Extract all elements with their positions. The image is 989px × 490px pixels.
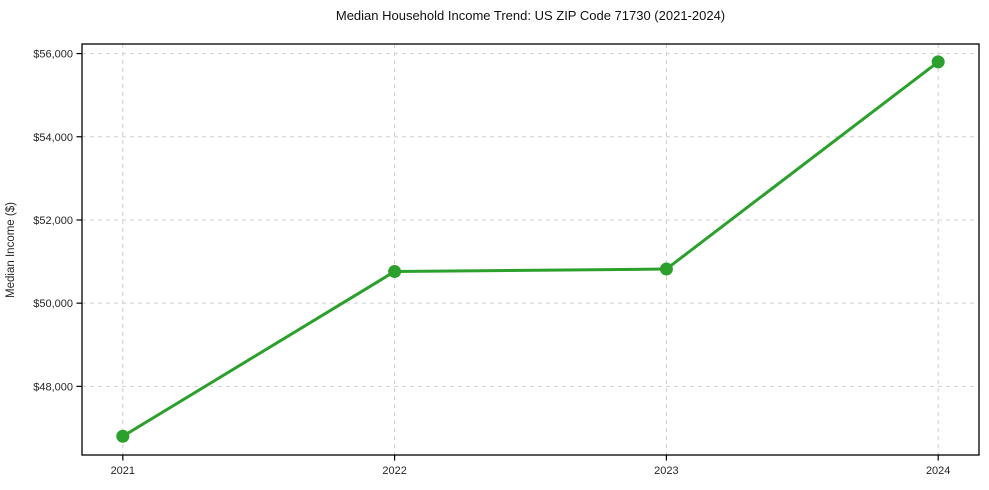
- trend-line: [121, 60, 940, 438]
- axis-ticks: [76, 52, 939, 461]
- data-point-2021: [116, 429, 130, 443]
- chart-title: Median Household Income Trend: US ZIP Co…: [335, 8, 726, 23]
- plot-border: [81, 43, 980, 456]
- y-tick-label: $56,000: [33, 49, 73, 61]
- data-point-2023: [659, 262, 673, 276]
- gridlines: [82, 44, 979, 455]
- x-tick-label: 2024: [926, 465, 950, 477]
- y-tick-label: $48,000: [33, 381, 73, 393]
- data-point-2022: [388, 265, 402, 279]
- y-tick-label: $54,000: [33, 132, 73, 144]
- x-tick-label: 2021: [111, 465, 135, 477]
- y-axis-label: Median Income ($): [5, 202, 17, 298]
- y-tick-label: $50,000: [33, 298, 73, 310]
- x-tick-label: 2022: [382, 465, 406, 477]
- data-series: [116, 55, 945, 443]
- tick-labels: $48,000 $50,000 $52,000 $54,000 $56,000 2021 2…: [33, 49, 950, 477]
- data-point-2024: [931, 55, 945, 69]
- x-tick-label: 2023: [654, 465, 678, 477]
- y-tick-label: $52,000: [33, 215, 73, 227]
